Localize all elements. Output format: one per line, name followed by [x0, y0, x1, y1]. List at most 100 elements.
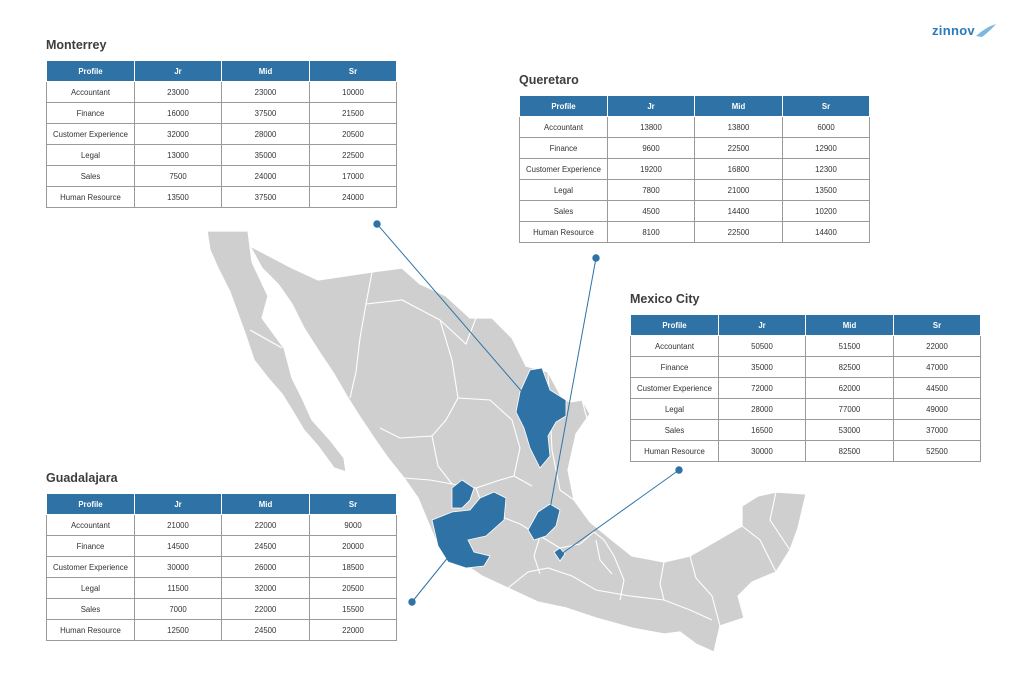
salary-cell: 53000	[805, 419, 894, 441]
salary-cell: 7500	[134, 165, 222, 187]
monterrey-block: Monterrey Profile Jr Mid Sr Accountant 23000…	[46, 38, 397, 208]
salary-cell: 35000	[221, 144, 310, 166]
salary-cell: 22000	[893, 335, 981, 357]
table-row: Finance 14500 24500 20000	[46, 535, 397, 557]
salary-cell: 11500	[134, 577, 222, 599]
salary-cell: 20000	[309, 535, 397, 557]
salary-cell: 24500	[221, 535, 310, 557]
profile-cell: Human Resource	[46, 186, 135, 208]
profile-cell: Human Resource	[46, 619, 135, 641]
column-header: Profile	[46, 60, 135, 82]
salary-cell: 28000	[221, 123, 310, 145]
table-row: Sales 7500 24000 17000	[46, 165, 397, 187]
salary-cell: 12900	[782, 137, 870, 159]
salary-cell: 22000	[309, 619, 397, 641]
monterrey-table: Profile Jr Mid Sr Accountant 23000 23000 10000…	[46, 60, 397, 208]
table-row: Accountant 21000 22000 9000	[46, 514, 397, 536]
salary-cell: 32000	[221, 577, 310, 599]
profile-cell: Customer Experience	[46, 556, 135, 578]
profile-cell: Customer Experience	[46, 123, 135, 145]
table-row: Human Resource 8100 22500 14400	[519, 221, 870, 243]
salary-cell: 30000	[134, 556, 222, 578]
salary-cell: 13800	[607, 116, 695, 138]
table-row: Legal 11500 32000 20500	[46, 577, 397, 599]
column-header: Jr	[134, 493, 222, 515]
salary-cell: 7800	[607, 179, 695, 201]
table-row: Human Resource 12500 24500 22000	[46, 619, 397, 641]
queretaro-block: Queretaro Profile Jr Mid Sr Accountant 13800…	[519, 73, 870, 243]
table-row: Finance 16000 37500 21500	[46, 102, 397, 124]
table-row: Accountant 50500 51500 22000	[630, 335, 981, 357]
profile-cell: Finance	[519, 137, 608, 159]
profile-cell: Sales	[46, 165, 135, 187]
salary-cell: 18500	[309, 556, 397, 578]
column-header: Mid	[694, 95, 783, 117]
profile-cell: Legal	[46, 144, 135, 166]
salary-cell: 62000	[805, 377, 894, 399]
highlight-nuevo-leon	[515, 367, 567, 469]
salary-cell: 13500	[134, 186, 222, 208]
profile-cell: Sales	[630, 419, 719, 441]
salary-cell: 14400	[782, 221, 870, 243]
salary-cell: 9600	[607, 137, 695, 159]
salary-cell: 22000	[221, 598, 310, 620]
salary-cell: 19200	[607, 158, 695, 180]
table-row: Finance 35000 82500 47000	[630, 356, 981, 378]
leader-dot-queretaro	[592, 254, 600, 262]
profile-cell: Finance	[46, 102, 135, 124]
column-header: Profile	[630, 314, 719, 336]
profile-cell: Legal	[46, 577, 135, 599]
salary-cell: 21500	[309, 102, 397, 124]
salary-cell: 22000	[221, 514, 310, 536]
salary-cell: 23000	[221, 81, 310, 103]
profile-cell: Finance	[630, 356, 719, 378]
salary-cell: 13800	[694, 116, 783, 138]
salary-cell: 30000	[718, 440, 806, 462]
salary-cell: 12500	[134, 619, 222, 641]
salary-cell: 13000	[134, 144, 222, 166]
salary-cell: 37000	[893, 419, 981, 441]
salary-cell: 8100	[607, 221, 695, 243]
salary-cell: 17000	[309, 165, 397, 187]
salary-cell: 50500	[718, 335, 806, 357]
leader-monterrey	[376, 223, 537, 409]
salary-cell: 10200	[782, 200, 870, 222]
column-header: Sr	[309, 60, 397, 82]
salary-cell: 15500	[309, 598, 397, 620]
salary-cell: 22500	[309, 144, 397, 166]
salary-cell: 28000	[718, 398, 806, 420]
table-header-row: Profile Jr Mid Sr	[630, 314, 981, 336]
leader-dot-guadalajara	[408, 598, 416, 606]
table-row: Customer Experience 72000 62000 44500	[630, 377, 981, 399]
salary-cell: 52500	[893, 440, 981, 462]
logo-swoosh-icon	[976, 24, 996, 37]
column-header: Sr	[309, 493, 397, 515]
highlight-mexico-city	[553, 547, 566, 562]
column-header: Sr	[893, 314, 981, 336]
salary-cell: 21000	[134, 514, 222, 536]
leader-guadalajara	[411, 529, 471, 603]
leader-mexico-city	[559, 469, 680, 556]
mexico-city-title: Mexico City	[630, 292, 700, 306]
salary-cell: 37500	[221, 102, 310, 124]
table-row: Sales 16500 53000 37000	[630, 419, 981, 441]
guadalajara-table: Profile Jr Mid Sr Accountant 21000 22000 9000 F…	[46, 493, 397, 641]
salary-cell: 7000	[134, 598, 222, 620]
salary-cell: 16000	[134, 102, 222, 124]
profile-cell: Legal	[519, 179, 608, 201]
profile-cell: Accountant	[46, 514, 135, 536]
mexico-city-table: Profile Jr Mid Sr Accountant 50500 51500 22000…	[630, 314, 981, 462]
salary-cell: 24500	[221, 619, 310, 641]
profile-cell: Customer Experience	[519, 158, 608, 180]
profile-cell: Accountant	[519, 116, 608, 138]
leader-dot-mexico-city	[675, 466, 683, 474]
profile-cell: Customer Experience	[630, 377, 719, 399]
salary-cell: 20500	[309, 577, 397, 599]
table-row: Customer Experience 32000 28000 20500	[46, 123, 397, 145]
salary-cell: 4500	[607, 200, 695, 222]
column-header: Mid	[221, 60, 310, 82]
salary-cell: 24000	[221, 165, 310, 187]
salary-cell: 21000	[694, 179, 783, 201]
highlight-queretaro	[527, 503, 561, 541]
table-row: Sales 7000 22000 15500	[46, 598, 397, 620]
